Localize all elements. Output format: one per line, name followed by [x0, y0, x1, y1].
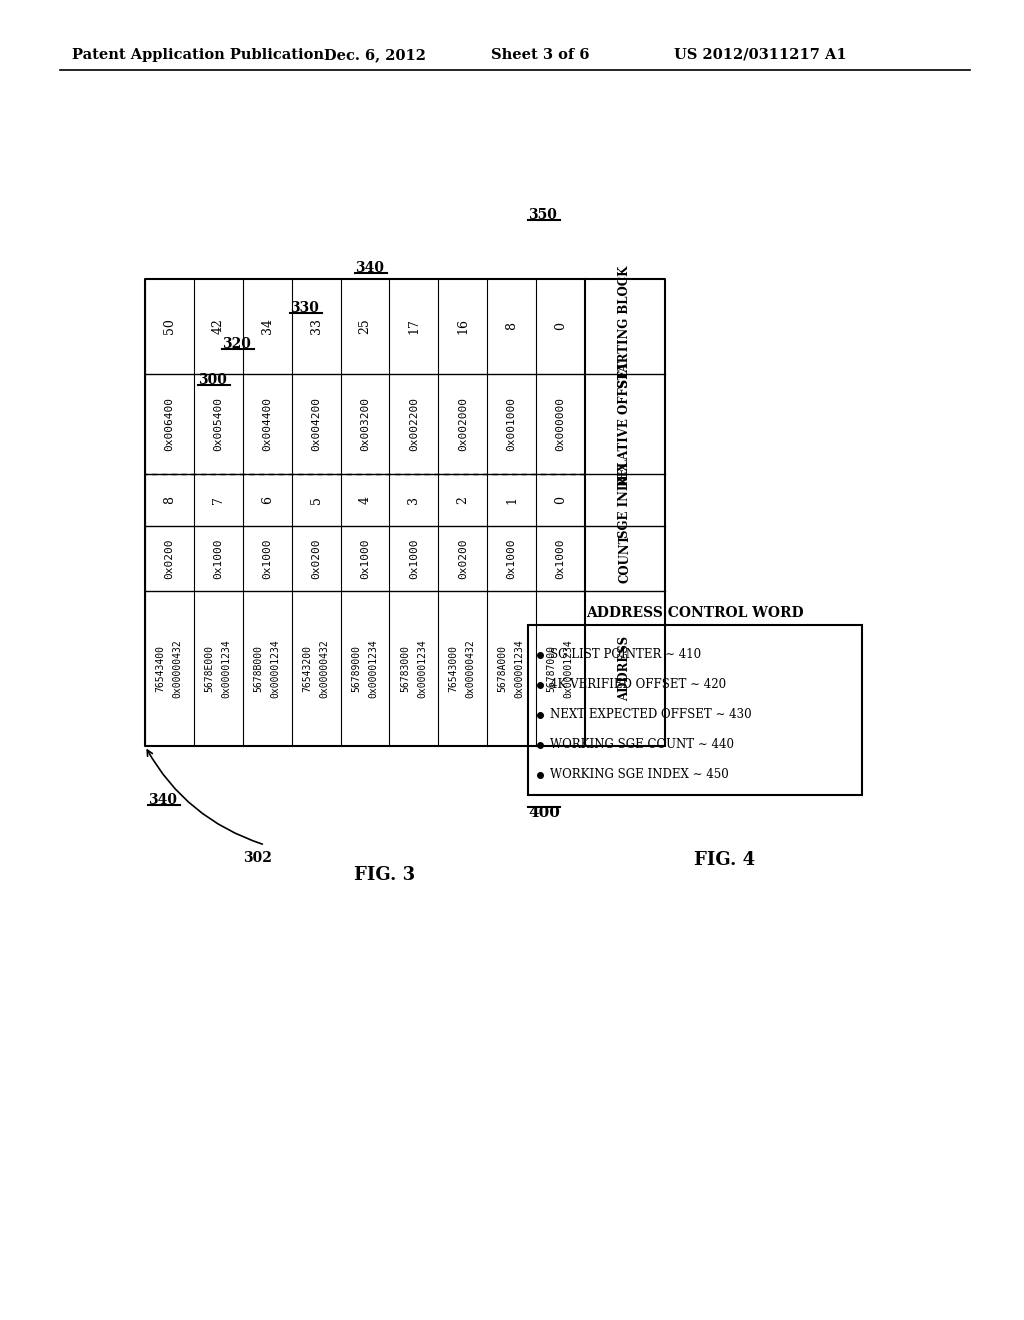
Text: 0x00001234: 0x00001234	[270, 639, 281, 698]
Text: 5678E000: 5678E000	[205, 645, 214, 692]
Text: 0x002000: 0x002000	[458, 397, 468, 451]
Text: 302: 302	[244, 851, 272, 865]
Text: 76543200: 76543200	[302, 645, 312, 692]
Text: 300: 300	[198, 374, 227, 387]
Text: 33: 33	[309, 318, 323, 334]
Text: WORKING SGE COUNT ∼ 440: WORKING SGE COUNT ∼ 440	[550, 738, 734, 751]
Text: 0x006400: 0x006400	[165, 397, 174, 451]
Text: 0x00000432: 0x00000432	[466, 639, 476, 698]
Text: 16: 16	[457, 318, 469, 334]
Text: 0x1000: 0x1000	[507, 539, 517, 578]
Text: 330: 330	[290, 301, 318, 315]
Text: NEXT EXPECTED OFFSET ∼ 430: NEXT EXPECTED OFFSET ∼ 430	[550, 709, 752, 722]
Text: FIG. 4: FIG. 4	[694, 851, 756, 869]
Text: 0x003200: 0x003200	[360, 397, 370, 451]
Text: 0x00001234: 0x00001234	[515, 639, 524, 698]
Text: Dec. 6, 2012: Dec. 6, 2012	[324, 48, 426, 62]
Text: 34: 34	[261, 318, 273, 334]
Text: 0x00001234: 0x00001234	[563, 639, 573, 698]
Text: 56789000: 56789000	[351, 645, 361, 692]
Text: 340: 340	[148, 793, 177, 807]
Text: FIG. 3: FIG. 3	[354, 866, 416, 884]
Text: 340: 340	[355, 261, 384, 275]
Text: Patent Application Publication: Patent Application Publication	[72, 48, 324, 62]
Text: 0x00001234: 0x00001234	[221, 639, 231, 698]
Text: STARTING BLOCK: STARTING BLOCK	[618, 265, 632, 388]
Text: 5678A000: 5678A000	[498, 645, 508, 692]
Text: 400: 400	[528, 807, 560, 820]
Text: 76543400: 76543400	[156, 645, 166, 692]
Text: Sheet 3 of 6: Sheet 3 of 6	[490, 48, 589, 62]
Text: 0x00001234: 0x00001234	[417, 639, 427, 698]
Text: 0x1000: 0x1000	[262, 539, 272, 578]
Text: 350: 350	[528, 209, 557, 222]
Text: 0x1000: 0x1000	[213, 539, 223, 578]
Text: 320: 320	[222, 337, 251, 351]
Text: 0x0200: 0x0200	[458, 539, 468, 578]
Text: 76543000: 76543000	[449, 645, 459, 692]
Text: 7: 7	[212, 496, 225, 504]
Text: 17: 17	[408, 318, 421, 334]
Text: ADDRESS: ADDRESS	[618, 636, 632, 701]
Text: 56783000: 56783000	[400, 645, 410, 692]
Text: 0x1000: 0x1000	[556, 539, 565, 578]
Text: 0x004200: 0x004200	[311, 397, 322, 451]
Text: US 2012/0311217 A1: US 2012/0311217 A1	[674, 48, 846, 62]
Text: 0x005400: 0x005400	[213, 397, 223, 451]
Text: 1: 1	[505, 496, 518, 504]
Text: WORKING SGE INDEX ∼ 450: WORKING SGE INDEX ∼ 450	[550, 768, 729, 781]
Text: 0x00001234: 0x00001234	[368, 639, 378, 698]
Text: 0x000000: 0x000000	[556, 397, 565, 451]
Text: 0x0200: 0x0200	[165, 539, 174, 578]
Text: 0: 0	[554, 322, 567, 330]
Text: COUNT: COUNT	[618, 533, 632, 583]
Text: RELATIVE OFFSET: RELATIVE OFFSET	[618, 362, 632, 487]
Text: 56787000: 56787000	[547, 645, 557, 692]
Text: 8: 8	[505, 322, 518, 330]
Text: 42: 42	[212, 318, 225, 334]
Text: 0x0200: 0x0200	[311, 539, 322, 578]
Bar	[528, 624, 862, 795]
Text: 2: 2	[457, 496, 469, 504]
Text: 5678B000: 5678B000	[253, 645, 263, 692]
Text: 50: 50	[163, 318, 176, 334]
Text: 0x002200: 0x002200	[409, 397, 419, 451]
Text: 6: 6	[261, 496, 273, 504]
Text: SG LIST POINTER ∼ 410: SG LIST POINTER ∼ 410	[550, 648, 701, 661]
Text: 8: 8	[163, 496, 176, 504]
Text: 0x1000: 0x1000	[409, 539, 419, 578]
Text: 3: 3	[408, 496, 421, 504]
Text: 0x004400: 0x004400	[262, 397, 272, 451]
Text: 4K VERIFIED OFFSET ∼ 420: 4K VERIFIED OFFSET ∼ 420	[550, 678, 726, 692]
Text: 5: 5	[309, 496, 323, 504]
Text: 0x00000432: 0x00000432	[319, 639, 329, 698]
Text: 4: 4	[358, 496, 372, 504]
Text: SGE INDEX: SGE INDEX	[618, 462, 632, 539]
Text: 0: 0	[554, 496, 567, 504]
Text: 0x001000: 0x001000	[507, 397, 517, 451]
Text: ADDRESS CONTROL WORD: ADDRESS CONTROL WORD	[586, 606, 804, 620]
Text: 25: 25	[358, 318, 372, 334]
Text: 0x1000: 0x1000	[360, 539, 370, 578]
Text: 0x00000432: 0x00000432	[172, 639, 182, 698]
